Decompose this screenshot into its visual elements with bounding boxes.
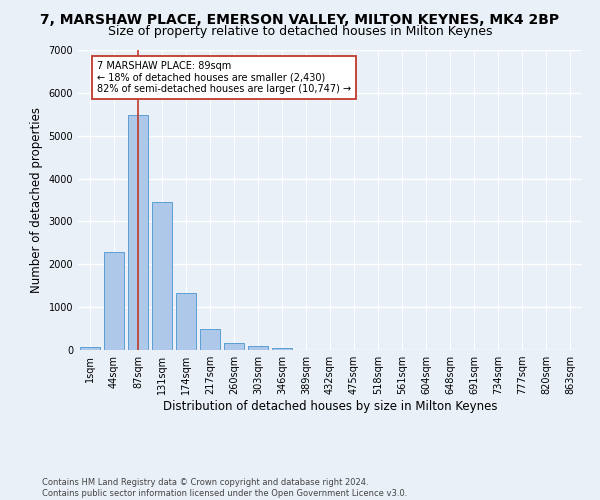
Bar	[248, 346, 268, 350]
Bar	[128, 115, 148, 350]
Text: 7 MARSHAW PLACE: 89sqm
← 18% of detached houses are smaller (2,430)
82% of semi-: 7 MARSHAW PLACE: 89sqm ← 18% of detached…	[97, 60, 352, 94]
Bar	[152, 202, 172, 350]
Y-axis label: Number of detached properties: Number of detached properties	[30, 107, 43, 293]
Bar	[80, 346, 100, 350]
Text: 7, MARSHAW PLACE, EMERSON VALLEY, MILTON KEYNES, MK4 2BP: 7, MARSHAW PLACE, EMERSON VALLEY, MILTON…	[40, 12, 560, 26]
X-axis label: Distribution of detached houses by size in Milton Keynes: Distribution of detached houses by size …	[163, 400, 497, 413]
Bar	[200, 330, 220, 350]
Bar	[224, 343, 244, 350]
Text: Size of property relative to detached houses in Milton Keynes: Size of property relative to detached ho…	[108, 25, 492, 38]
Bar	[104, 252, 124, 350]
Bar	[176, 294, 196, 350]
Bar	[272, 348, 292, 350]
Text: Contains HM Land Registry data © Crown copyright and database right 2024.
Contai: Contains HM Land Registry data © Crown c…	[42, 478, 407, 498]
